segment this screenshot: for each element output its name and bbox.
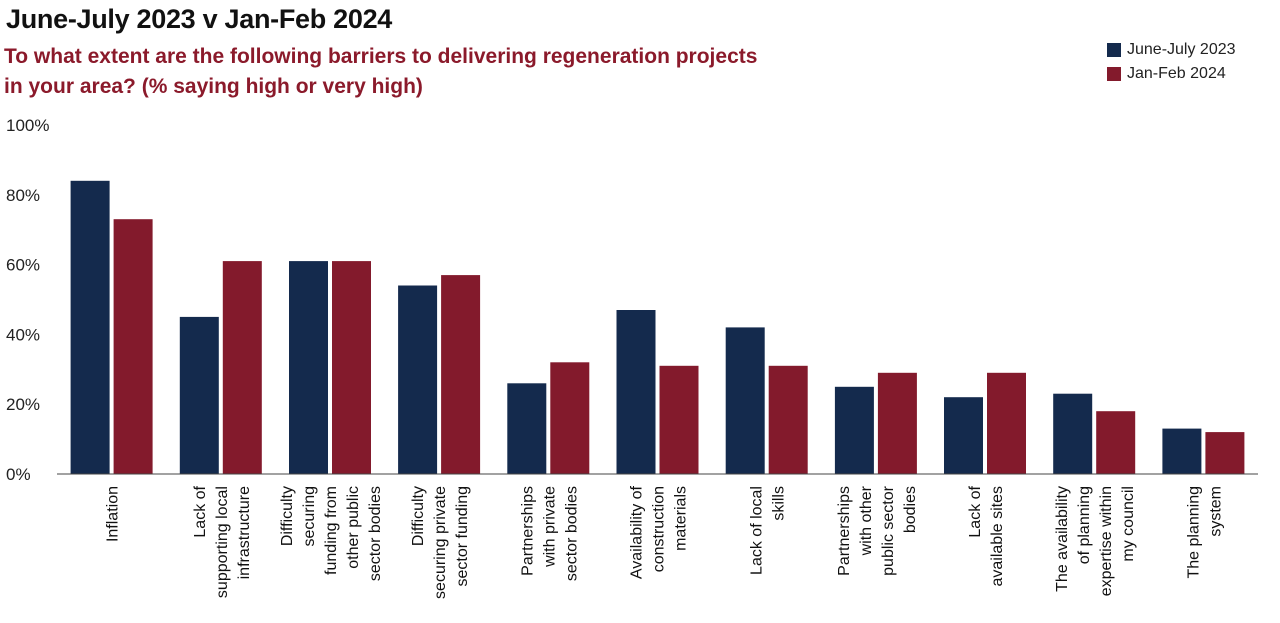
x-tick-label-line: other public <box>345 486 362 569</box>
legend-item-series-2: Jan-Feb 2024 <box>1107 62 1236 86</box>
bar-series-2 <box>1205 432 1245 474</box>
bar-series-1 <box>289 261 328 474</box>
x-tick-label-line: supporting local <box>214 486 231 598</box>
x-tick-label-line: Partnerships <box>836 486 853 576</box>
legend-swatch-series-1 <box>1107 43 1121 57</box>
x-tick-label: Inflation <box>105 486 122 542</box>
x-tick-label-line: Lack of <box>967 485 984 537</box>
x-tick-label-line: expertise within <box>1098 486 1115 596</box>
x-tick-label-line: Partnerships <box>519 486 536 576</box>
bar-series-2 <box>987 372 1026 474</box>
bar-series-2 <box>1096 411 1136 474</box>
x-tick-label-line: Difficulty <box>279 486 296 546</box>
bar-series-1 <box>834 386 874 475</box>
bar-series-2 <box>550 362 590 474</box>
x-tick-label-line: Inflation <box>105 486 122 542</box>
x-tick-label-line: bodies <box>902 486 919 533</box>
y-tick-label: 100% <box>6 116 49 135</box>
bar-series-2 <box>222 261 262 474</box>
bar-series-2 <box>768 365 808 474</box>
x-tick-label-line: with private <box>541 486 558 568</box>
x-tick-label-line: my council <box>1120 486 1137 562</box>
y-tick-label: 80% <box>6 186 40 205</box>
bar-series-1 <box>725 327 765 474</box>
x-tick-label-line: public sector <box>880 485 897 575</box>
chart-title: June-July 2023 v Jan-Feb 2024 <box>6 4 393 34</box>
x-tick-label-line: funding from <box>323 486 340 575</box>
bar-series-2 <box>332 261 371 474</box>
x-tick-label: Lack of available sites <box>967 485 1006 586</box>
x-tick-label: Difficulty securing funding from other publ… <box>279 486 384 581</box>
x-tick-label: Partnerships with other public sector bodie… <box>836 485 919 575</box>
x-tick-label: Lack of supporting local infrastructure <box>192 485 253 598</box>
bar-series-1 <box>1053 393 1093 474</box>
bar-series-1 <box>398 285 438 474</box>
bar-series-2 <box>113 219 153 474</box>
legend-label-series-1: June-July 2023 <box>1127 41 1236 58</box>
x-tick-label: Lack of local skills <box>749 486 788 575</box>
y-tick-label: 20% <box>6 395 40 414</box>
bar-series-2 <box>877 372 917 474</box>
x-tick-label-line: Lack of <box>192 485 209 537</box>
legend: June-July 2023 Jan-Feb 2024 <box>1107 38 1236 86</box>
bar-series-2 <box>441 275 481 474</box>
x-tick-label-line: sector bodies <box>367 486 384 581</box>
legend-item-series-1: June-July 2023 <box>1107 38 1236 62</box>
x-tick-label-line: available sites <box>989 486 1006 587</box>
bar-series-1 <box>179 316 219 474</box>
x-tick-label-line: materials <box>673 486 690 551</box>
x-tick-label: Difficulty securing private sector funding <box>410 486 471 599</box>
y-tick-label: 40% <box>6 325 40 344</box>
bar-series-1 <box>944 397 983 474</box>
chart-subtitle: To what extent are the following barrier… <box>4 45 758 98</box>
legend-swatch-series-2 <box>1107 67 1121 81</box>
bar-series-1 <box>616 310 656 474</box>
x-tick-label: The availability of planning expertise wit… <box>1054 486 1137 596</box>
x-tick-label-line: Lack of local <box>749 486 766 575</box>
bar-series-1 <box>1162 428 1202 474</box>
x-tick-label-line: infrastructure <box>236 486 253 579</box>
x-tick-label-line: securing private <box>432 486 449 599</box>
y-tick-label: 60% <box>6 256 40 275</box>
bar-series-1 <box>507 383 547 474</box>
x-tick-label-line: The planning <box>1185 486 1202 579</box>
x-tick-label-line: of planning <box>1076 486 1093 564</box>
x-tick-label-line: Difficulty <box>410 486 427 546</box>
x-tick-label: The planning system <box>1185 486 1224 579</box>
x-tick-label-line: sector funding <box>454 486 471 587</box>
x-tick-label-line: system <box>1207 486 1224 537</box>
x-tick-label-line: with other <box>858 485 875 556</box>
x-tick-label-line: securing <box>301 486 318 546</box>
x-tick-label-line: Availability of <box>629 485 646 579</box>
x-tick-label: Availability of construction materials <box>629 485 690 579</box>
x-tick-label-line: The availability <box>1054 486 1071 592</box>
x-tick-label-line: skills <box>771 486 788 521</box>
x-tick-label-line: sector bodies <box>563 486 580 581</box>
x-tick-label: Partnerships with private sector bodies <box>519 486 580 581</box>
legend-label-series-2: Jan-Feb 2024 <box>1127 65 1226 82</box>
x-tick-label-line: construction <box>651 486 668 572</box>
bar-series-1 <box>70 180 110 475</box>
y-tick-label: 0% <box>6 465 31 484</box>
bar-series-2 <box>659 365 699 474</box>
